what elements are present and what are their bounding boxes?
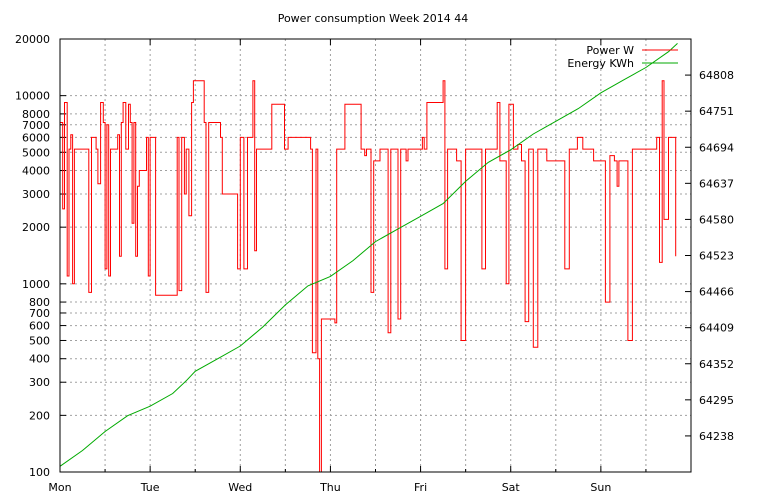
x-tick-label: Sun xyxy=(590,481,611,494)
y-left-tick-label: 4000 xyxy=(22,165,50,178)
y-right-tick-label: 64694 xyxy=(699,141,734,154)
y-left-tick-label: 500 xyxy=(29,334,50,347)
grid xyxy=(60,39,691,472)
series-line-energy-kwh xyxy=(59,43,678,467)
y-right-tick-label: 64352 xyxy=(699,358,734,371)
y-left-tick-label: 100 xyxy=(29,466,50,479)
y-left-tick-label: 5000 xyxy=(22,146,50,159)
y-left-tick-label: 800 xyxy=(29,296,50,309)
x-tick-label: Sat xyxy=(502,481,521,494)
x-tick-label: Thu xyxy=(319,481,341,494)
y-left-tick-label: 600 xyxy=(29,320,50,333)
plot-frame xyxy=(59,38,692,473)
x-tick-label: Fri xyxy=(414,481,427,494)
x-tick-label: Wed xyxy=(228,481,252,494)
y-right-tick-label: 64808 xyxy=(699,69,734,82)
y-left-tick-label: 1000 xyxy=(22,278,50,291)
y-left-tick-label: 700 xyxy=(29,307,50,320)
y-left-tick-label: 400 xyxy=(29,353,50,366)
y-right-tick-label: 64295 xyxy=(699,394,734,407)
y-left-tick-label: 7000 xyxy=(22,119,50,132)
y-left-tick-label: 8000 xyxy=(22,108,50,121)
chart-title: Power consumption Week 2014 44 xyxy=(278,12,469,25)
y-left-tick-label: 20000 xyxy=(15,33,50,46)
y-left-tick-label: 6000 xyxy=(22,131,50,144)
y-left-tick-label: 300 xyxy=(29,376,50,389)
y-right-tick-label: 64637 xyxy=(699,177,734,190)
y-right-tick-label: 64523 xyxy=(699,250,734,263)
legend-label: Power W xyxy=(586,44,634,57)
y-right-tick-label: 64409 xyxy=(699,322,734,335)
y-left-tick-label: 200 xyxy=(29,409,50,422)
legend-label: Energy KWh xyxy=(567,57,634,70)
y-left-tick-label: 2000 xyxy=(22,221,50,234)
axes: Mon Tue Wed Thu Fri Sat Sun1002003004005006007… xyxy=(15,33,734,494)
y-right-tick-label: 64751 xyxy=(699,105,734,118)
series xyxy=(59,43,678,473)
series-line-power-w xyxy=(60,80,677,473)
y-left-tick-label: 10000 xyxy=(15,90,50,103)
y-left-tick-label: 3000 xyxy=(22,188,50,201)
x-tick-label: Mon xyxy=(48,481,71,494)
y-right-tick-label: 64580 xyxy=(699,213,734,226)
x-tick-label: Tue xyxy=(140,481,160,494)
y-right-tick-label: 64466 xyxy=(699,286,734,299)
y-right-tick-label: 64238 xyxy=(699,430,734,443)
